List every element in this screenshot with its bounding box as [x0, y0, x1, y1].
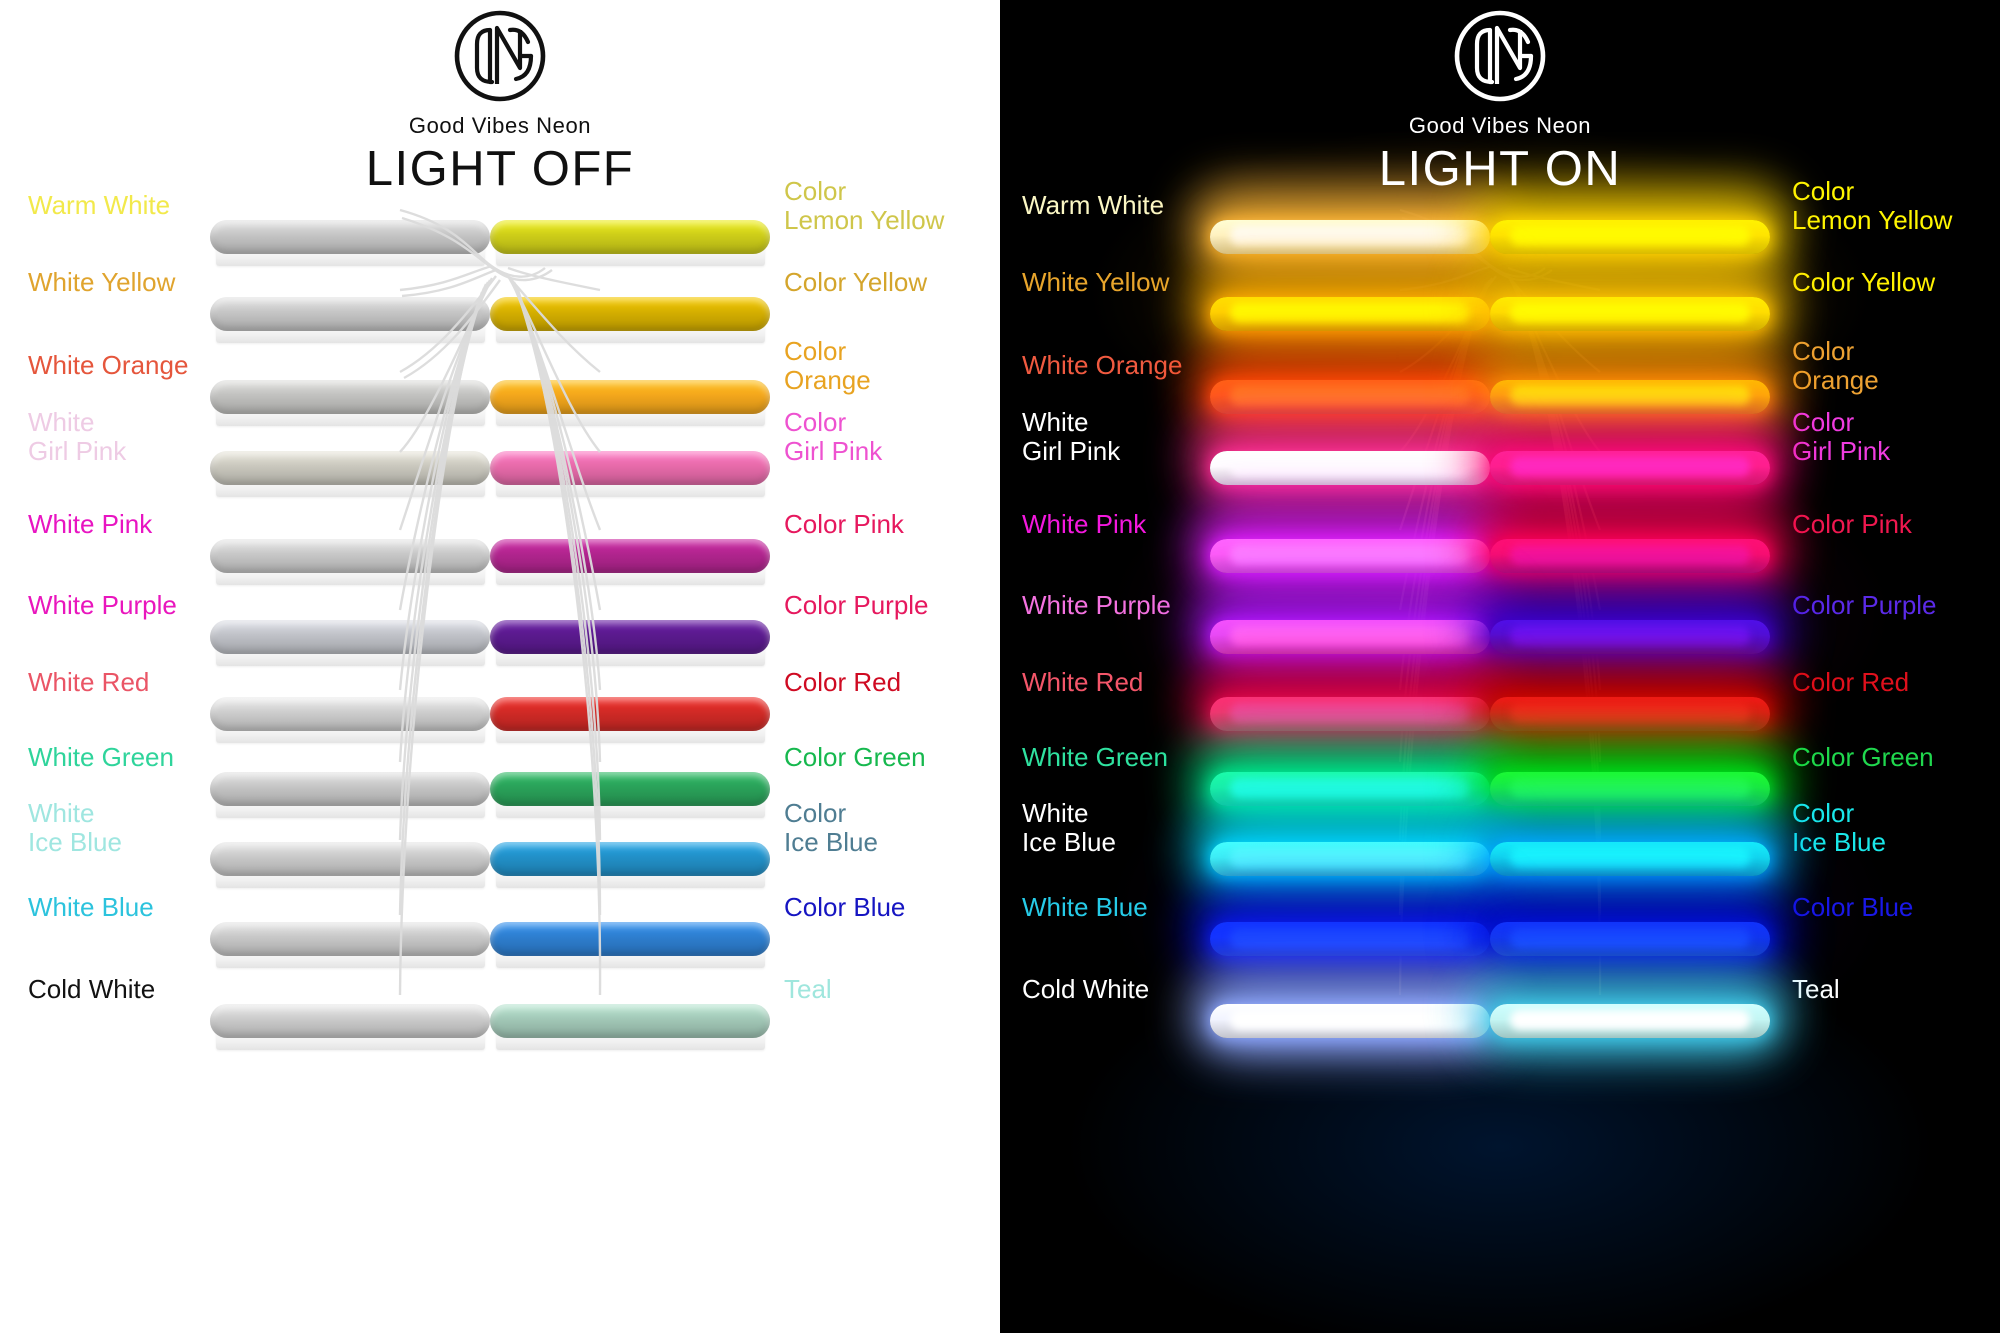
color-row: Cold White Teal	[0, 940, 1000, 1050]
row-label-right: Color Pink	[784, 509, 904, 540]
row-label-left: White Pink	[28, 509, 153, 540]
gvn-monogram-logo-icon	[1450, 6, 1550, 106]
row-label-right: Color Ice Blue	[1792, 797, 1886, 857]
tube-left	[1188, 940, 1512, 1054]
row-label-right: Color Purple	[784, 590, 929, 621]
neon-tube-core	[1229, 457, 1471, 477]
row-label-right: Color Purple	[1792, 590, 1937, 621]
row-label-right: Teal	[1792, 974, 1840, 1005]
tube-left	[210, 387, 490, 497]
row-label-left: White Purple	[1022, 590, 1171, 621]
row-label-left: White Orange	[1022, 350, 1183, 381]
light-on-header: Good Vibes Neon LIGHT ON	[1000, 0, 2000, 195]
neon-tube-core	[1509, 1010, 1751, 1030]
row-label-right: Color Pink	[1792, 509, 1912, 540]
row-label-right: Teal	[784, 974, 832, 1005]
row-label-left: White Yellow	[1022, 267, 1170, 298]
panel-light-off: Good Vibes Neon LIGHT OFF	[0, 0, 1000, 1050]
row-label-left: White Orange	[28, 350, 189, 381]
row-label-right: Color Green	[1792, 742, 1934, 773]
neon-tube-core	[1509, 226, 1751, 246]
tube-right	[490, 940, 770, 1050]
tube-left	[210, 940, 490, 1050]
gvn-monogram-logo-icon	[450, 6, 550, 106]
row-label-left: White Red	[28, 667, 150, 698]
tube-right	[490, 387, 770, 497]
color-row: White Girl Pink Color Girl Pink	[0, 387, 1000, 497]
row-label-left: White Ice Blue	[1022, 797, 1116, 857]
brand-name-on: Good Vibes Neon	[1408, 113, 1592, 138]
row-label-left: White Green	[1022, 742, 1168, 773]
row-label-right: Color Blue	[1792, 892, 1914, 923]
light-off-title: LIGHT OFF	[365, 142, 635, 196]
row-label-left: White Yellow	[28, 267, 176, 298]
panel-light-on: Good Vibes Neon LIGHT ON	[1000, 0, 2000, 1333]
color-row: Cold White Teal	[1000, 940, 2000, 1054]
brand-name-off: Good Vibes Neon	[408, 113, 592, 138]
color-row: White Purple Color Purple	[0, 556, 1000, 666]
light-off-header: Good Vibes Neon LIGHT OFF	[0, 0, 1000, 195]
row-label-right: Color Lemon Yellow	[1792, 175, 1953, 235]
row-label-left: White Ice Blue	[28, 797, 122, 857]
row-label-left: White Blue	[28, 892, 154, 923]
panel-divider	[1000, 0, 1002, 1333]
row-label-right: Color Green	[784, 742, 926, 773]
row-label-right: Color Blue	[784, 892, 906, 923]
row-label-left: White Girl Pink	[28, 406, 127, 466]
row-label-right: Color Ice Blue	[784, 797, 878, 857]
row-label-left: Cold White	[1022, 974, 1150, 1005]
tube-right	[1468, 940, 1792, 1054]
row-label-right: Color Red	[1792, 667, 1910, 698]
row-label-right: Color Girl Pink	[1792, 406, 1891, 466]
row-label-left: White Purple	[28, 590, 177, 621]
light-off-rows: Warm White Color Lemon Yellow White Yellow…	[0, 175, 1000, 1050]
row-label-right: Color Red	[784, 667, 902, 698]
row-label-left: White Girl Pink	[1022, 406, 1121, 466]
tube-left	[1188, 387, 1512, 501]
neon-tube-core	[1509, 457, 1751, 477]
row-label-left: Warm White	[1022, 190, 1165, 221]
row-label-right: Color Lemon Yellow	[784, 175, 945, 235]
row-label-left: White Red	[1022, 667, 1144, 698]
neon-tube-unlit	[210, 1004, 490, 1038]
tube-right	[1468, 387, 1792, 501]
light-on-rows: Warm White Color Lemon Yellow White Yellow…	[1000, 0, 2000, 1333]
row-label-right: Color Yellow	[1792, 267, 1936, 298]
light-on-title: LIGHT ON	[1378, 142, 1622, 196]
row-label-right: Color Orange	[784, 335, 871, 395]
row-label-right: Color Yellow	[784, 267, 928, 298]
color-row: White Girl Pink Color Girl Pink	[1000, 387, 2000, 501]
row-label-left: Cold White	[28, 974, 156, 1005]
row-label-right: Color Girl Pink	[784, 406, 883, 466]
row-label-left: White Green	[28, 742, 174, 773]
row-label-left: White Pink	[1022, 509, 1147, 540]
row-label-left: White Blue	[1022, 892, 1148, 923]
neon-tube-unlit	[490, 1004, 770, 1038]
neon-tube-core	[1229, 1010, 1471, 1030]
row-label-right: Color Orange	[1792, 335, 1879, 395]
row-label-left: Warm White	[28, 190, 171, 221]
